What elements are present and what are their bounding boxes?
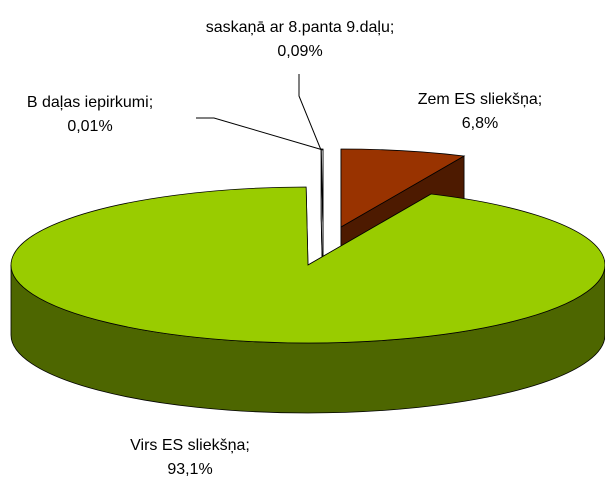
slice [10,186,605,344]
slice-value: 0,01% [67,118,113,135]
slice-name: Zem ES sliekšņa; [417,91,543,108]
slice-label: B daļas iepirkumi; 0,01% [10,91,170,139]
slice-label: Zem ES sliekšņa; 6,8% [400,88,560,136]
slice-name: saskaņā ar 8.panta 9.daļu; [205,19,395,36]
slice-label: Virs ES sliekšņa; 93,1% [100,434,280,482]
leader-lines [196,74,324,151]
leader-line [196,117,324,151]
slice-name: B daļas iepirkumi; [26,94,154,111]
slice-tops [10,148,605,344]
slice-label: saskaņā ar 8.panta 9.daļu; 0,09% [205,16,395,64]
slice [340,148,466,228]
leader-line [298,74,322,151]
slice-value: 6,8% [461,115,499,132]
slice-value: 93,1% [167,461,213,478]
slice-name: Virs ES sliekšņa; [130,437,250,454]
slice-value: 0,09% [277,43,323,60]
